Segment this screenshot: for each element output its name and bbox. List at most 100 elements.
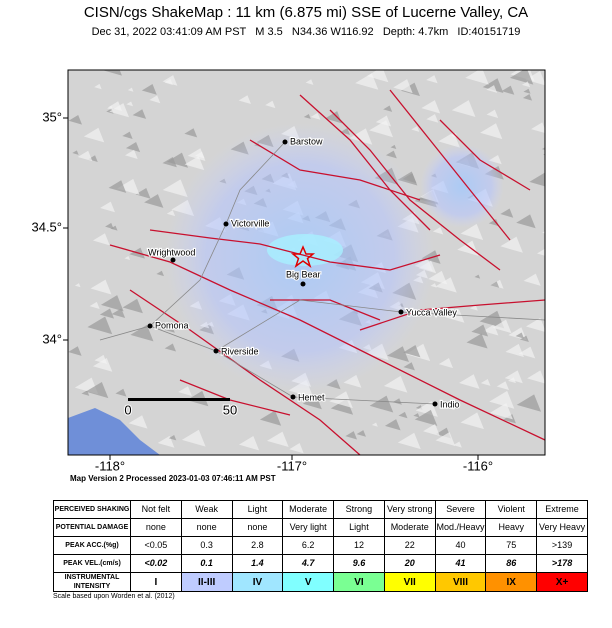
terrain bbox=[89, 301, 100, 309]
legend-cell: VIII bbox=[434, 572, 487, 592]
terrain bbox=[509, 70, 534, 85]
terrain bbox=[390, 144, 397, 149]
terrain bbox=[178, 386, 192, 396]
legend-cell: I bbox=[130, 572, 182, 592]
legend-cell: IV bbox=[231, 572, 284, 592]
terrain bbox=[74, 283, 81, 288]
terrain bbox=[480, 123, 503, 140]
terrain bbox=[529, 172, 545, 187]
legend-cell: 22 bbox=[383, 536, 436, 555]
terrain bbox=[430, 283, 437, 288]
lon-label: -116° bbox=[463, 458, 493, 473]
terrain bbox=[460, 412, 484, 430]
legend-cell: >139 bbox=[536, 536, 588, 555]
legend-cell: 86 bbox=[485, 554, 538, 573]
terrain bbox=[289, 443, 304, 454]
terrain bbox=[470, 305, 478, 311]
terrain bbox=[168, 435, 177, 441]
terrain bbox=[482, 78, 504, 94]
terrain bbox=[385, 150, 397, 159]
terrain bbox=[162, 157, 177, 168]
terrain bbox=[108, 101, 123, 112]
terrain bbox=[500, 236, 523, 253]
legend-cell: Mod./Heavy bbox=[434, 518, 487, 537]
map-area bbox=[68, 70, 545, 455]
terrain bbox=[479, 310, 505, 329]
city-label: Big Bear bbox=[286, 269, 321, 279]
city-label: Victorville bbox=[231, 218, 269, 228]
terrain bbox=[541, 147, 545, 151]
city-dot bbox=[213, 348, 219, 354]
row-label: PEAK VEL.(cm/s) bbox=[53, 554, 131, 573]
legend-cell: II-III bbox=[180, 572, 233, 592]
terrain bbox=[166, 152, 189, 168]
terrain bbox=[122, 131, 133, 139]
lon-label: -118° bbox=[95, 458, 125, 473]
terrain bbox=[128, 415, 148, 429]
terrain bbox=[369, 120, 394, 138]
legend-cell: 12 bbox=[333, 536, 385, 555]
terrain bbox=[125, 142, 141, 153]
terrain bbox=[435, 432, 456, 446]
legend-cell: Very Heavy bbox=[536, 518, 588, 537]
terrain bbox=[523, 273, 541, 286]
legend-cell: Light bbox=[333, 518, 385, 537]
terrain bbox=[164, 78, 173, 85]
terrain bbox=[486, 85, 498, 93]
city-label: Indio bbox=[440, 399, 460, 409]
terrain bbox=[459, 374, 480, 389]
terrain bbox=[366, 70, 389, 83]
legend-cell: 20 bbox=[383, 554, 436, 573]
terrain bbox=[141, 84, 157, 95]
terrain bbox=[117, 178, 140, 195]
terrain bbox=[369, 395, 394, 413]
footnote: Scale based upon Worden et al. (2012) bbox=[53, 593, 175, 600]
terrain bbox=[397, 432, 421, 450]
row-label: PEAK ACC.(%g) bbox=[53, 536, 131, 555]
terrain bbox=[303, 113, 311, 119]
terrain bbox=[125, 149, 138, 159]
terrain bbox=[451, 100, 476, 118]
terrain bbox=[447, 404, 455, 411]
legend-cell: Not felt bbox=[130, 500, 182, 519]
terrain bbox=[384, 419, 401, 431]
lat-label: 34° bbox=[42, 331, 62, 346]
scale-label: 50 bbox=[223, 402, 237, 417]
legend-cell: none bbox=[180, 518, 233, 537]
terrain bbox=[72, 150, 79, 155]
city-dot bbox=[300, 281, 306, 287]
city-dot bbox=[147, 323, 153, 329]
city-dot bbox=[290, 394, 296, 400]
legend-cell: Moderate bbox=[383, 518, 436, 537]
terrain bbox=[445, 309, 465, 323]
terrain bbox=[438, 132, 460, 148]
row-label: PERCEIVED SHAKING bbox=[53, 500, 131, 519]
legend-cell: Heavy bbox=[485, 518, 538, 537]
terrain bbox=[413, 413, 420, 418]
terrain bbox=[157, 435, 175, 448]
terrain bbox=[518, 346, 536, 359]
terrain bbox=[474, 274, 481, 279]
terrain bbox=[488, 154, 502, 165]
terrain bbox=[305, 79, 314, 85]
terrain bbox=[164, 325, 175, 333]
terrain bbox=[453, 441, 462, 448]
terrain bbox=[371, 422, 378, 427]
terrain bbox=[426, 75, 438, 84]
terrain bbox=[501, 85, 515, 95]
legend-cell: >178 bbox=[536, 554, 588, 573]
city-label: Pomona bbox=[155, 320, 189, 330]
legend-cell: VII bbox=[383, 572, 436, 592]
legend-cell: Severe bbox=[434, 500, 487, 519]
terrain bbox=[105, 222, 114, 230]
terrain bbox=[356, 430, 366, 437]
terrain bbox=[100, 295, 124, 312]
terrain bbox=[130, 324, 154, 342]
terrain bbox=[122, 298, 143, 314]
terrain bbox=[94, 83, 102, 90]
city-label: Yucca Valley bbox=[406, 307, 457, 317]
terrain bbox=[466, 333, 488, 349]
terrain bbox=[92, 357, 113, 372]
row-label: POTENTIAL DAMAGE bbox=[53, 518, 131, 537]
terrain bbox=[162, 179, 188, 198]
